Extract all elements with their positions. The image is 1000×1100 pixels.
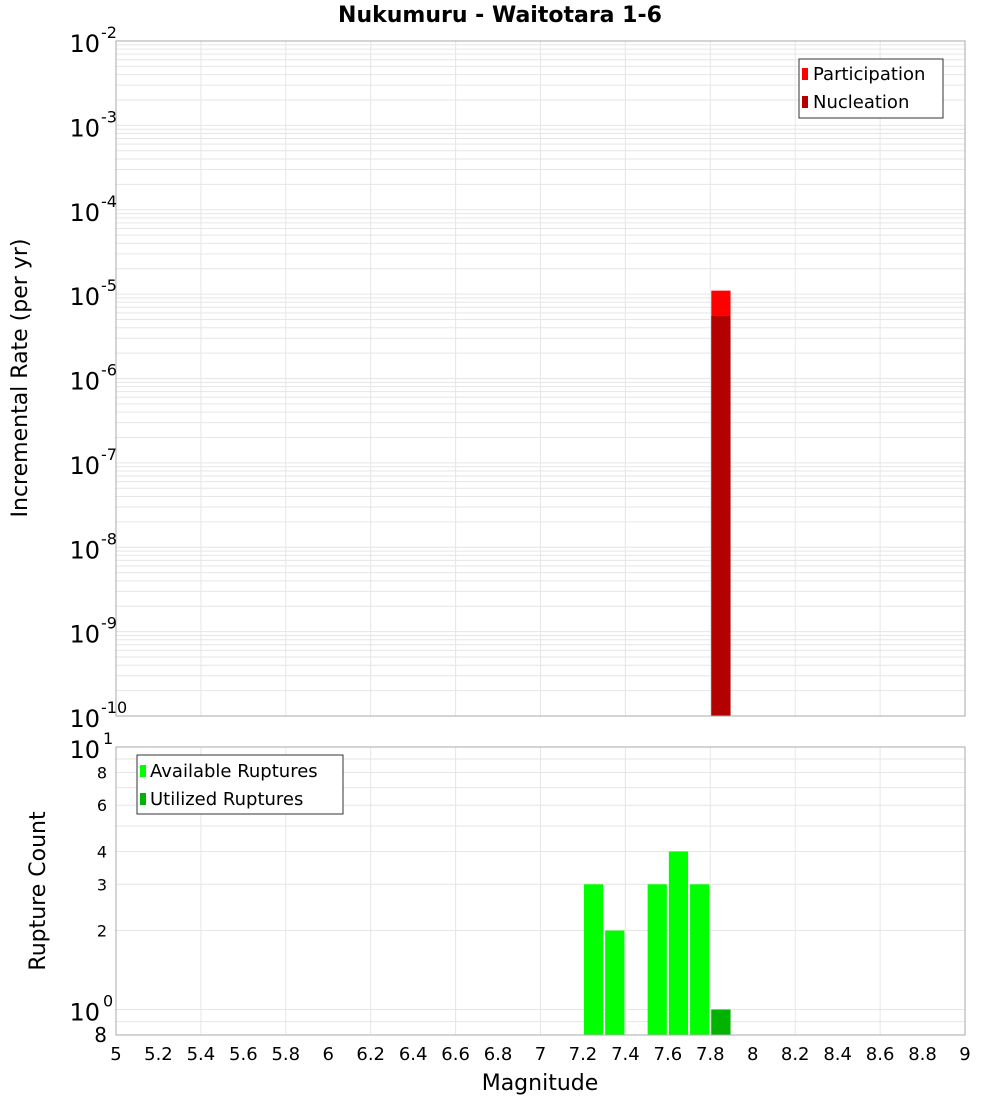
legend-utilized-swatch (140, 793, 146, 805)
y-tick-label: 8 (94, 1023, 107, 1047)
bar-nucleation (711, 316, 731, 716)
y-tick-exponent: -6 (101, 361, 117, 380)
x-tick-label: 6.4 (399, 1044, 428, 1065)
legend-nucleation-label: Nucleation (813, 92, 909, 113)
y-tick-exponent: -3 (101, 107, 117, 126)
x-tick-label: 8.6 (866, 1044, 895, 1065)
y-tick-label: 6 (97, 796, 107, 815)
y-tick-label: 10 (69, 199, 100, 227)
y-tick-exponent: -8 (101, 529, 117, 548)
x-tick-label: 7.2 (569, 1044, 598, 1065)
x-tick-label: 6 (323, 1044, 334, 1065)
y-tick-label: 10 (69, 283, 100, 311)
y-tick-label: 10 (69, 114, 100, 142)
y-tick-exponent: -9 (101, 614, 117, 633)
y-tick-label: 10 (69, 30, 100, 58)
y-tick-label: 4 (97, 842, 107, 861)
legend-available-swatch (140, 765, 146, 777)
x-tick-label: 7 (535, 1044, 546, 1065)
x-tick-label: 8.4 (823, 1044, 852, 1065)
x-tick-label: 7.8 (696, 1044, 725, 1065)
x-tick-label: 8.2 (781, 1044, 810, 1065)
y-tick-exponent: 0 (103, 992, 113, 1011)
x-tick-label: 8.8 (908, 1044, 937, 1065)
x-tick-label: 5.8 (271, 1044, 300, 1065)
bar-available-ruptures (605, 930, 625, 1035)
y-tick-label: 10 (69, 621, 100, 649)
top-y-axis-label: Incremental Rate (per yr) (8, 239, 33, 518)
x-tick-label: 6.8 (484, 1044, 513, 1065)
x-tick-label: 6.2 (356, 1044, 385, 1065)
chart-title: Nukumuru - Waitotara 1-6 (338, 3, 662, 28)
top-plot: 10-210-310-410-510-610-710-810-910-10 (69, 23, 966, 733)
y-tick-label: 10 (69, 736, 100, 764)
bar-available-ruptures (583, 884, 604, 1035)
y-tick-label: 3 (97, 875, 107, 894)
y-tick-label: 10 (69, 368, 100, 396)
legend-available-label: Available Ruptures (150, 761, 318, 782)
legend-bottom: Available Ruptures Utilized Ruptures (136, 754, 344, 815)
bar-utilized-ruptures (711, 1009, 731, 1035)
y-tick-exponent: -7 (101, 445, 117, 464)
y-tick-exponent: -2 (101, 23, 117, 42)
x-tick-label: 5 (110, 1044, 121, 1065)
y-tick-exponent: -10 (101, 698, 127, 717)
y-tick-exponent: 1 (103, 729, 113, 748)
y-tick-label: 10 (69, 452, 100, 480)
y-tick-label: 10 (69, 999, 100, 1027)
x-axis-label: Magnitude (482, 1071, 599, 1096)
bottom-y-axis-label: Rupture Count (26, 811, 51, 971)
legend-top: Participation Nucleation (798, 58, 944, 119)
y-tick-exponent: -4 (101, 192, 117, 211)
y-tick-label: 10 (69, 705, 100, 733)
y-tick-label: 10 (69, 536, 100, 564)
bar-available-ruptures (668, 851, 689, 1035)
x-tick-label: 6.6 (441, 1044, 470, 1065)
y-tick-label: 2 (97, 922, 107, 941)
x-tick-label: 9 (959, 1044, 970, 1065)
x-tick-label: 5.2 (144, 1044, 173, 1065)
legend-participation-swatch (802, 68, 808, 80)
legend-utilized-label: Utilized Ruptures (150, 789, 303, 810)
bar-available-ruptures (647, 884, 667, 1035)
bar-available-ruptures (690, 884, 710, 1035)
x-tick-label: 5.4 (187, 1044, 216, 1065)
y-tick-label: 8 (97, 763, 107, 782)
x-tick-label: 7.4 (611, 1044, 640, 1065)
x-tick-label: 7.6 (654, 1044, 683, 1065)
y-tick-exponent: -5 (101, 276, 117, 295)
legend-participation-label: Participation (813, 64, 925, 85)
x-tick-label: 5.6 (229, 1044, 258, 1065)
legend-nucleation-swatch (802, 96, 808, 108)
x-tick-label: 8 (747, 1044, 758, 1065)
